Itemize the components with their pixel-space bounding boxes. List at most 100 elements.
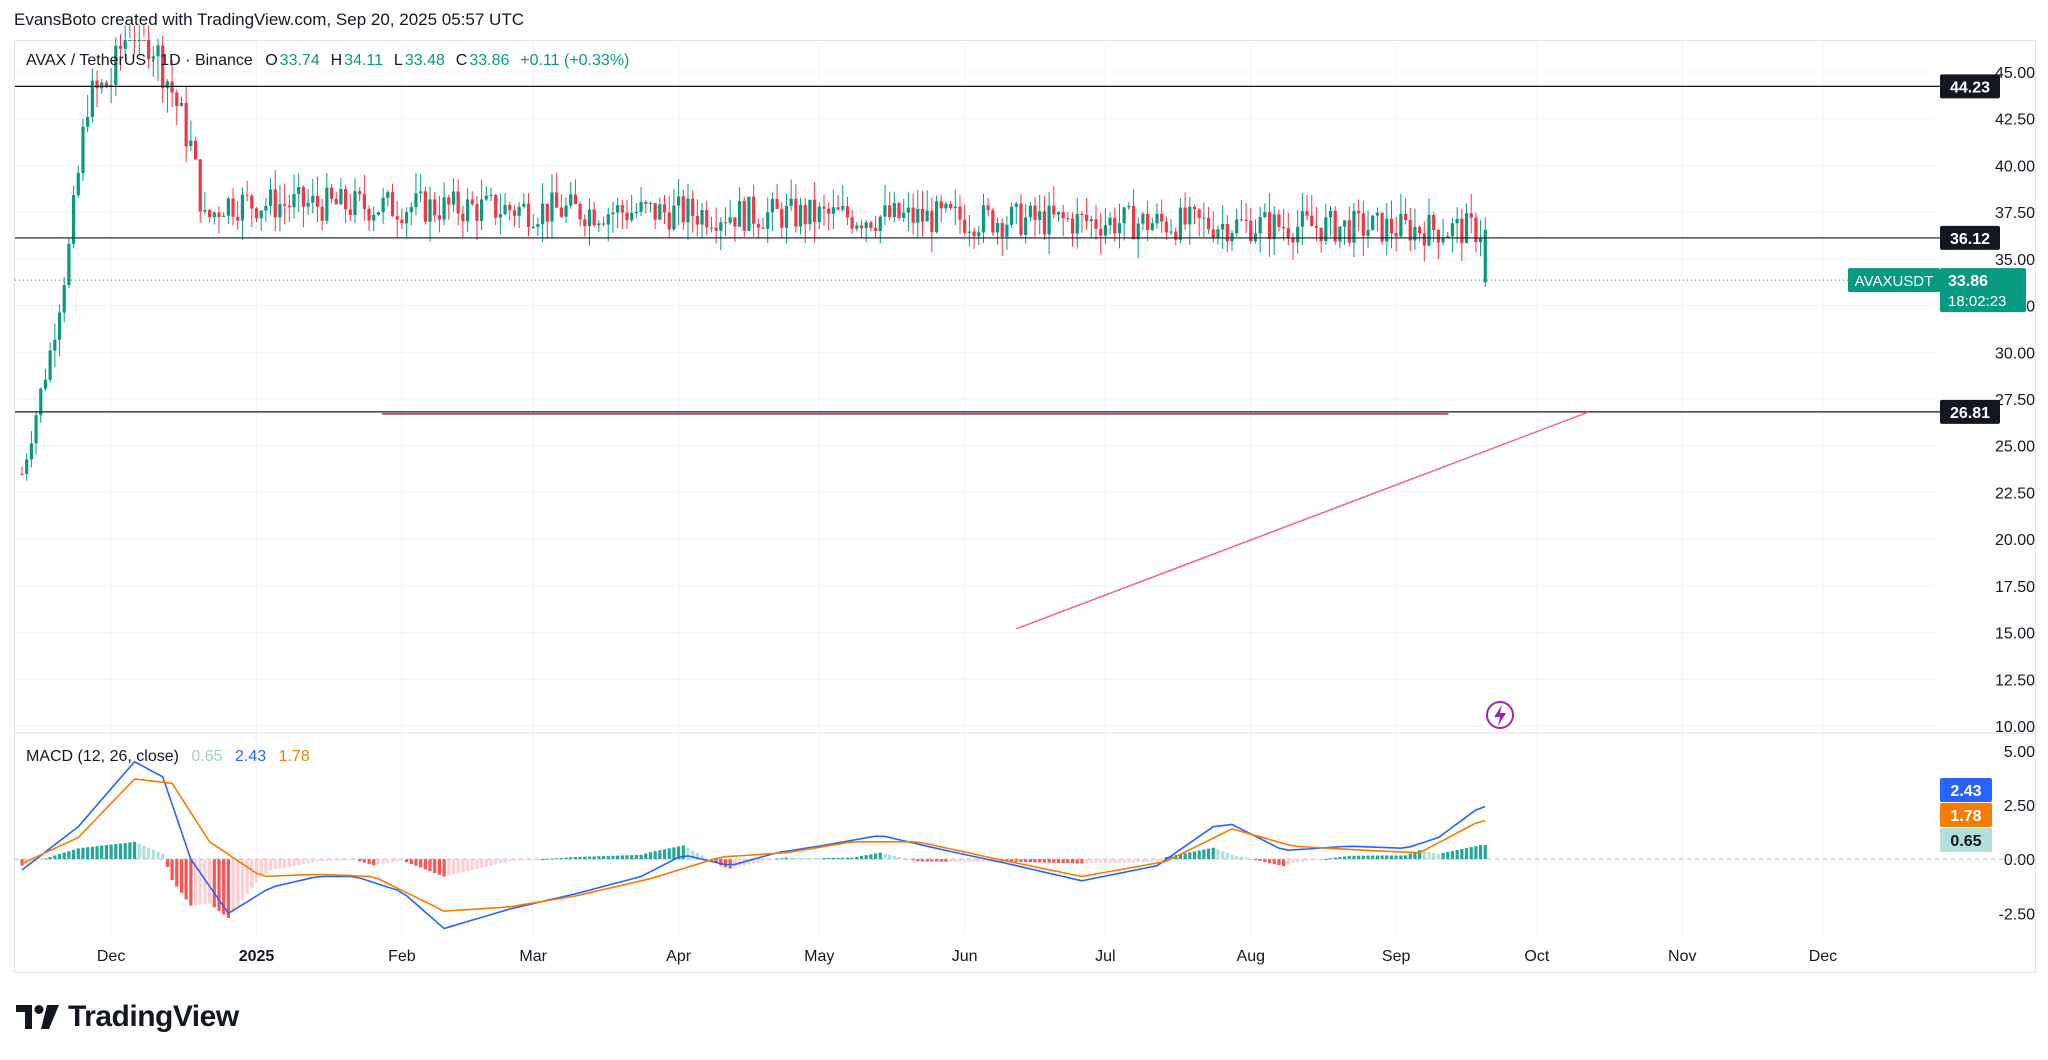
- macd-histogram-bar: [667, 848, 671, 860]
- macd-histogram-bar: [1408, 853, 1412, 860]
- candle-body: [362, 194, 366, 209]
- candle-body: [456, 191, 460, 214]
- candle-body: [967, 231, 971, 233]
- candle-body: [404, 212, 409, 224]
- macd-value-tag: [1940, 778, 1992, 802]
- change-value: +0.11 (+0.33%): [520, 52, 630, 69]
- macd-histogram-bar: [236, 859, 240, 906]
- candle-body: [306, 202, 310, 207]
- candle-body: [165, 81, 169, 89]
- macd-title[interactable]: MACD (12, 26, close): [26, 748, 179, 765]
- candle-body: [437, 215, 442, 220]
- candle-body: [667, 212, 671, 230]
- macd-histogram-bar: [1024, 859, 1028, 863]
- candle-body: [20, 473, 24, 475]
- tradingview-logo[interactable]: TradingView: [16, 1000, 239, 1034]
- candle-body: [1038, 211, 1042, 220]
- macd-histogram-bar: [1328, 858, 1333, 860]
- macd-histogram-bar: [339, 859, 343, 861]
- candle-body: [789, 198, 793, 206]
- macd-histogram-bar: [1230, 854, 1234, 860]
- candle-body: [522, 203, 526, 207]
- macd-histogram-bar: [1070, 859, 1075, 864]
- macd-histogram-bar: [892, 855, 896, 860]
- macd-histogram-bar: [686, 847, 690, 860]
- candle-body: [512, 210, 517, 216]
- macd-histogram-bar: [311, 859, 315, 863]
- candle-body: [461, 213, 465, 222]
- close-label: C: [455, 52, 468, 69]
- candle-body: [1188, 206, 1192, 225]
- symbol-tag: [1848, 268, 1940, 293]
- candle-body: [1216, 229, 1220, 238]
- macd-histogram-bar: [132, 841, 137, 860]
- macd-histogram-bar: [531, 859, 535, 861]
- macd-histogram-bar: [1314, 859, 1319, 861]
- countdown-label: 18:02:23: [1948, 293, 2006, 310]
- macd-histogram-bar: [147, 847, 151, 860]
- candle-body: [981, 205, 986, 233]
- macd-histogram-bar: [53, 855, 57, 860]
- candle-body: [25, 459, 29, 474]
- macd-histogram-bar: [151, 849, 155, 860]
- candle-body: [855, 225, 859, 229]
- macd-histogram-bar: [189, 859, 193, 906]
- macd-histogram-bar: [1136, 859, 1140, 863]
- macd-histogram-bar: [1113, 859, 1117, 863]
- candle-body: [564, 205, 568, 217]
- macd-histogram-bar: [1160, 859, 1164, 861]
- level-price-tag: [1940, 74, 2000, 99]
- macd-histogram-bar: [43, 858, 48, 860]
- macd-histogram-bar: [1206, 848, 1211, 860]
- candle-body: [625, 212, 629, 221]
- candle-body: [1305, 211, 1309, 216]
- candle-body: [869, 222, 873, 229]
- macd-histogram-bar: [1066, 859, 1070, 864]
- candle-body: [939, 201, 943, 209]
- macd-histogram-bar: [1042, 859, 1047, 863]
- macd-histogram-bar: [20, 859, 24, 866]
- candle-body: [67, 243, 71, 286]
- macd-histogram-bar: [855, 856, 859, 860]
- macd-histogram-bar: [480, 859, 484, 868]
- macd-histogram-bar: [118, 843, 123, 860]
- macd-histogram-bar: [39, 859, 43, 861]
- macd-histogram-bar: [222, 859, 226, 915]
- candle-body: [526, 203, 531, 227]
- candle-body: [1422, 233, 1426, 246]
- candle-body: [873, 228, 878, 231]
- candle-body: [217, 212, 221, 217]
- candle-body: [1394, 233, 1398, 237]
- macd-histogram-bar: [1474, 846, 1478, 860]
- candle-body: [1427, 214, 1431, 246]
- macd-histogram-bar: [601, 856, 606, 860]
- candle-body: [147, 40, 151, 60]
- candle-body: [883, 205, 887, 217]
- macd-histogram-bar: [367, 859, 371, 864]
- candle-body: [1169, 231, 1173, 233]
- price-tick-label: 27.50: [1995, 392, 2035, 409]
- macd-histogram-bar: [1403, 855, 1408, 860]
- candle-body: [498, 214, 502, 218]
- candle-body: [1282, 226, 1286, 229]
- candle-body: [236, 216, 240, 221]
- macd-histogram-bar: [587, 856, 592, 860]
- macd-histogram-bar: [644, 853, 648, 860]
- macd-histogram-bar: [1422, 851, 1426, 860]
- candle-body: [1061, 212, 1065, 219]
- candle-body: [555, 192, 559, 208]
- candle-body: [592, 209, 596, 226]
- candle-body: [175, 92, 179, 106]
- candle-body: [1291, 238, 1295, 243]
- candle-body: [1033, 205, 1037, 220]
- macd-histogram-bar: [1324, 858, 1328, 860]
- candle-body: [34, 415, 38, 444]
- macd-histogram-bar: [325, 859, 329, 861]
- candle-body: [583, 219, 587, 227]
- macd-histogram-bar: [123, 842, 127, 860]
- macd-histogram-bar: [1310, 859, 1314, 861]
- candle-body: [1028, 205, 1032, 218]
- symbol-title[interactable]: AVAX / TetherUS · 1D · Binance: [26, 52, 253, 69]
- candle-body: [770, 198, 774, 213]
